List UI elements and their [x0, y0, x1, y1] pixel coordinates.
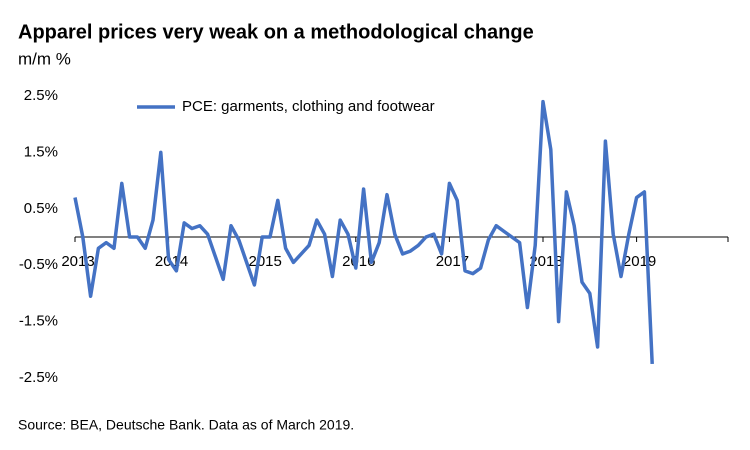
y-tick-label: 1.5%: [24, 143, 58, 160]
legend-label: PCE: garments, clothing and footwear: [182, 98, 435, 115]
y-tick-label: -0.5%: [19, 256, 58, 273]
source-note: Source: BEA, Deutsche Bank. Data as of M…: [18, 417, 354, 433]
x-tick-label: 2017: [436, 253, 469, 270]
data-line: [73, 99, 654, 364]
x-tick-label: 2013: [61, 253, 94, 270]
x-tick-label: 2015: [249, 253, 282, 270]
x-tick-label: 2016: [342, 253, 375, 270]
y-tick-label: -1.5%: [19, 313, 58, 330]
x-tick-label: 2019: [623, 253, 656, 270]
chart-subtitle: m/m %: [18, 49, 71, 68]
y-tick-label: 2.5%: [24, 87, 58, 104]
y-tick-label: -2.5%: [19, 369, 58, 386]
chart-title: Apparel prices very weak on a methodolog…: [18, 21, 534, 43]
y-tick-label: 0.5%: [24, 200, 58, 217]
